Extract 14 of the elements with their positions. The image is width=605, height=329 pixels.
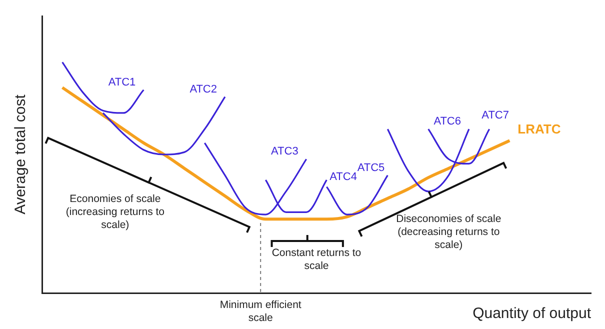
series-label: ATC6 — [434, 116, 461, 128]
series-label: ATC4 — [330, 170, 357, 183]
series-label: ATC7 — [482, 110, 509, 122]
annotation: Constant returns to scale — [272, 247, 362, 273]
series-label: LRATC — [518, 122, 562, 137]
series-label: ATC2 — [190, 83, 217, 96]
annotation: Diseconomies of scale (decreasing returns to scale) — [395, 213, 502, 252]
annotation: Economies of scale (increasing returns to scale) — [64, 193, 166, 232]
x-axis-title: Quantity of output — [472, 305, 592, 322]
series-label: ATC1 — [108, 76, 136, 88]
series-label: ATC5 — [357, 162, 385, 174]
y-axis-title: Average total cost — [12, 94, 30, 214]
series-label: ATC3 — [271, 146, 298, 158]
text: Minimum efficient scale — [218, 299, 302, 325]
